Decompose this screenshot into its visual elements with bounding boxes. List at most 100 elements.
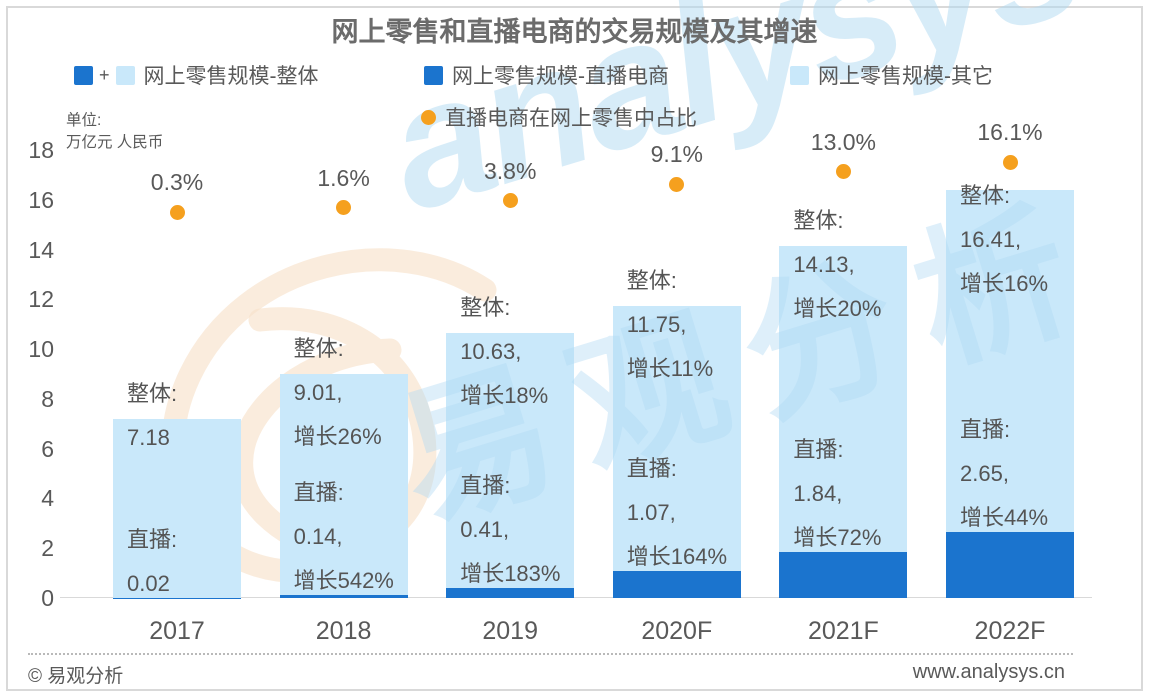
y-tick-8: 8 (41, 385, 54, 412)
legend-dot-icon (421, 109, 436, 125)
legend-item-ratio: 直播电商在网上零售中占比 (421, 104, 697, 130)
bar-label-live-line-2: 2.65, (960, 461, 1009, 487)
ratio-label-2018: 1.6% (317, 164, 370, 191)
bar-label-live-line-1: 直播: (793, 437, 844, 463)
bar-other-2017 (113, 419, 241, 598)
bar-label-total-line-2: 16.41, (960, 227, 1022, 252)
bar-label-total-line-2: 14.13, (793, 252, 855, 278)
page-border (6, 6, 1143, 691)
bar-other-2020F (612, 305, 741, 598)
y-tick-4: 4 (41, 485, 54, 512)
ratio-dot-2018 (336, 200, 352, 216)
bar-label-total-2019: 整体: 10.63, 增长18% (460, 286, 548, 418)
bar-label-total-line-1: 整体: (626, 267, 677, 293)
legend-plus: + (99, 64, 110, 85)
y-tick-6: 6 (41, 435, 54, 462)
legend-label-ratio: 直播电商在网上零售中占比 (445, 107, 697, 130)
bar-label-total-2018: 整体: 9.01, 增长26% (294, 327, 382, 459)
legend-item-live: 网上零售规模-直播电商 (424, 62, 669, 88)
ratio-label-2021F: 13.0% (810, 128, 876, 155)
bar-label-live-line-2: 0.02 (127, 570, 170, 596)
bar-label-total-2020F: 整体: 11.75, 增长11% (627, 259, 713, 391)
bar-live-2020F (612, 571, 741, 598)
x-label-2020F: 2020F (641, 617, 713, 645)
bar-label-live-2018: 直播: 0.14, 增长542% (294, 471, 394, 603)
footer-copyright: © 易观分析 (28, 666, 124, 687)
bar-label-live-2019: 直播: 0.41, 增长183% (460, 464, 560, 596)
legend-swatch-dark-icon (424, 65, 443, 85)
bar-label-live-line-3: 增长72% (793, 525, 882, 551)
y-tick-16: 16 (28, 186, 54, 213)
bar-label-total-2017: 整体: 7.18 (127, 372, 177, 460)
bar-label-total-line-1: 整体: (960, 183, 1011, 208)
bar-other-2018 (279, 373, 408, 598)
bar-label-live-line-2: 0.14, (293, 523, 343, 549)
bar-label-total-2021F: 整体: 14.13, 增长20% (793, 199, 881, 331)
bar-label-live-2022F: 直播: 2.65, 增长44% (960, 408, 1048, 540)
bar-label-live-line-1: 直播: (626, 456, 677, 482)
ratio-label-2019: 3.8% (483, 157, 537, 184)
bar-label-live-line-1: 直播: (460, 472, 511, 498)
bar-label-total-line-3: 增长11% (626, 355, 714, 381)
y-tick-2: 2 (41, 535, 54, 562)
bar-label-live-line-1: 直播: (127, 526, 178, 552)
bar-label-total-line-3: 增长26% (293, 423, 382, 449)
unit-line-2: 万亿元 人民币 (66, 134, 164, 151)
bar-label-total-line-2: 11.75, (626, 311, 687, 337)
bar-label-live-line-1: 直播: (960, 417, 1011, 443)
legend-swatch-dark-icon (74, 65, 93, 85)
bar-label-total-line-3: 增长16% (960, 271, 1049, 296)
ratio-label-2022F: 16.1% (977, 119, 1043, 145)
legend-item-other: 网上零售规模-其它 (790, 62, 993, 88)
x-label-2019: 2019 (482, 617, 538, 645)
x-label-2022F: 2022F (974, 617, 1046, 645)
bar-label-live-line-3: 增长164% (626, 544, 728, 570)
bar-label-live-line-2: 1.84, (793, 481, 843, 507)
footer-website: www.analysys.cn (912, 661, 1065, 683)
ratio-dot-2022F (1002, 154, 1018, 170)
ratio-label-2017: 0.3% (150, 169, 204, 195)
legend-label-other: 网上零售规模-其它 (818, 65, 993, 88)
x-axis-line (60, 597, 1092, 598)
ratio-label-2020F: 9.1% (650, 141, 704, 168)
bar-live-2018 (279, 594, 408, 598)
y-tick-10: 10 (28, 336, 54, 363)
bar-label-live-2020F: 直播: 1.07, 增长164% (627, 447, 727, 579)
ratio-dot-2017 (169, 204, 185, 220)
chart-title: 网上零售和直播电商的交易规模及其增速 (331, 17, 818, 47)
legend-item-total: + 网上零售规模-整体 (74, 62, 319, 88)
legend-swatch-light-icon (790, 65, 809, 85)
bar-live-2022F (946, 532, 1074, 598)
ratio-dot-2021F (835, 164, 851, 180)
bar-label-live-line-2: 0.41, (460, 516, 510, 542)
bar-label-total-2022F: 整体: 16.41, 增长16% (960, 174, 1048, 306)
bar-live-2021F (779, 552, 908, 598)
y-tick-12: 12 (28, 286, 54, 313)
x-label-2017: 2017 (149, 617, 205, 645)
y-tick-14: 14 (28, 236, 54, 263)
unit-label: 单位: 万亿元 人民币 (66, 110, 163, 154)
bar-label-total-line-1: 整体: (127, 381, 178, 407)
bar-other-2022F (946, 189, 1074, 598)
x-label-2018: 2018 (315, 617, 372, 645)
bar-label-live-line-1: 直播: (293, 479, 344, 505)
legend-label-live: 网上零售规模-直播电商 (452, 65, 669, 88)
bar-label-total-line-1: 整体: (460, 295, 511, 321)
unit-line-1: 单位: (66, 112, 102, 129)
bar-label-total-line-3: 增长18% (460, 383, 549, 409)
bar-label-total-line-1: 整体: (793, 208, 844, 234)
ratio-dot-2020F (669, 176, 685, 192)
bar-label-live-2017: 直播: 0.02 (127, 518, 177, 606)
legend-label-total: 网上零售规模-整体 (143, 65, 319, 88)
bar-label-live-line-3: 增长183% (460, 560, 561, 586)
bar-label-live-2021F: 直播: 1.84, 增长72% (793, 428, 881, 560)
bar-label-live-line-3: 增长542% (293, 567, 394, 593)
x-label-2021F: 2021F (807, 617, 879, 645)
bar-label-live-line-3: 增长44% (960, 505, 1049, 531)
y-tick-0: 0 (41, 585, 54, 611)
footer-divider (28, 653, 1073, 655)
bar-label-total-line-2: 9.01, (293, 379, 343, 405)
legend-swatch-light-icon (115, 65, 135, 85)
